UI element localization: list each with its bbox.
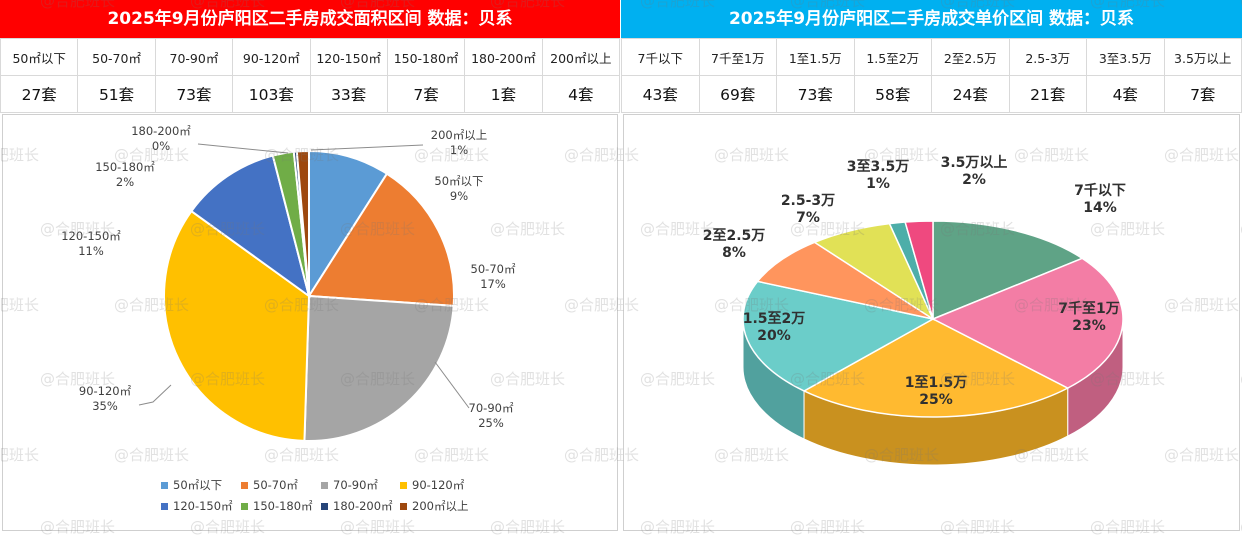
table-value-cell: 27套 <box>0 75 79 113</box>
slice-label: 2至2.5万 8% <box>703 228 766 261</box>
table-header-cell: 200㎡以上 <box>541 38 621 76</box>
legend-label: 70-90㎡ <box>333 478 378 492</box>
slice-label: 50-70㎡ 17% <box>471 262 516 291</box>
table-header-cell: 150-180㎡ <box>386 38 466 76</box>
slice-label: 3至3.5万 1% <box>847 159 910 192</box>
table-header-cell: 3.5万以上 <box>1163 38 1242 76</box>
table-value-cell: 73套 <box>154 75 234 113</box>
legend-swatch <box>241 503 248 510</box>
legend-label: 150-180㎡ <box>253 499 313 513</box>
slice-label: 180-200㎡ 0% <box>131 124 191 153</box>
pie-slice <box>308 149 389 300</box>
slice-label: 2.5-3万 7% <box>781 193 835 226</box>
slice-label: 90-120㎡ 35% <box>79 384 132 413</box>
area-chart-title: 2025年9月份庐阳区二手房成交面积区间 数据：贝系 <box>0 0 620 38</box>
pie-slice-top <box>932 220 1084 321</box>
pie-slice <box>295 149 310 297</box>
legend-swatch <box>400 482 407 489</box>
pie-slice-top <box>802 318 1070 418</box>
slice-label: 3.5万以上 2% <box>941 155 1008 188</box>
table-value-cell: 73套 <box>776 75 855 113</box>
legend-label: 180-200㎡ <box>333 499 393 513</box>
table-value-cell: 33套 <box>309 75 388 113</box>
table-header-cell: 7千至1万 <box>698 38 777 76</box>
price-panel: 2025年9月份庐阳区二手房成交单价区间 数据：贝系 7千以下 7千至1万 1至1.… <box>621 0 1242 533</box>
legend-swatch <box>321 503 328 510</box>
slice-label: 200㎡以上 1% <box>431 128 487 157</box>
table-header-cell: 180-200㎡ <box>464 38 543 76</box>
pie-slice <box>307 172 455 307</box>
legend-swatch <box>241 482 248 489</box>
table-header-cell: 50㎡以下 <box>0 38 79 76</box>
slice-label: 1.5至2万 20% <box>743 311 806 344</box>
table-header-cell: 3至3.5万 <box>1086 38 1165 76</box>
slice-label: 70-90㎡ 25% <box>469 401 514 430</box>
legend-label: 50-70㎡ <box>253 478 298 492</box>
table-value-cell: 51套 <box>77 75 156 113</box>
leader-line <box>138 384 172 406</box>
table-value-cell: 1套 <box>464 75 543 113</box>
legend-swatch <box>321 482 328 489</box>
table-header-cell: 2至2.5万 <box>931 38 1010 76</box>
table-header-cell: 7千以下 <box>621 38 700 76</box>
price-pie-chart: 7千以下 14% 7千至1万 23% 1至1.5万 25% 1.5至2万 20% 2至2.5万 8… <box>623 114 1240 531</box>
table-value-cell: 21套 <box>1008 75 1087 113</box>
leader-line <box>310 144 424 151</box>
pie-slice-top <box>931 257 1124 389</box>
area-pie-chart: 50㎡以下 9% 50-70㎡ 17% 70-90㎡ 25% 90-120㎡ 35% 120-1… <box>2 114 618 531</box>
table-header-cell: 120-150㎡ <box>309 38 388 76</box>
slice-label: 7千以下 14% <box>1074 182 1126 216</box>
table-value-cell: 4套 <box>541 75 621 113</box>
table-header-cell: 90-120㎡ <box>232 38 311 76</box>
pie-slice-top <box>756 241 934 320</box>
pie-slice-top <box>742 280 936 392</box>
table-value-cell: 43套 <box>621 75 700 113</box>
table-value-cell: 7套 <box>1163 75 1242 113</box>
legend-label: 120-150㎡ <box>173 499 233 513</box>
price-stats-table: 7千以下 7千至1万 1至1.5万 1.5至2万 2至2.5万 2.5-3万 3至3.5万 3… <box>621 38 1242 113</box>
table-header-cell: 1至1.5万 <box>776 38 855 76</box>
legend-label: 200㎡以上 <box>412 499 468 513</box>
table-header-cell: 70-90㎡ <box>154 38 234 76</box>
leader-line <box>434 361 470 409</box>
legend-label: 90-120㎡ <box>412 478 465 492</box>
pie-slice-top <box>904 220 934 320</box>
area-panel: 2025年9月份庐阳区二手房成交面积区间 数据：贝系 50㎡以下 50-70㎡ 70… <box>0 0 621 533</box>
legend-swatch <box>161 503 168 510</box>
slice-label: 50㎡以下 9% <box>434 174 483 203</box>
slice-label: 120-150㎡ 11% <box>61 229 121 258</box>
pie-slice <box>190 154 311 299</box>
table-header-cell: 2.5-3万 <box>1008 38 1087 76</box>
table-value-cell: 69套 <box>698 75 777 113</box>
table-value-cell: 7套 <box>386 75 466 113</box>
table-header-cell: 50-70㎡ <box>77 38 156 76</box>
table-value-cell: 4套 <box>1086 75 1165 113</box>
slice-label: 150-180㎡ 2% <box>95 160 155 189</box>
table-header-cell: 1.5至2万 <box>853 38 932 76</box>
slice-label: 7千至1万 23% <box>1058 300 1119 334</box>
table-value-cell: 24套 <box>931 75 1010 113</box>
legend-swatch <box>161 482 168 489</box>
area-pie-svg: 50㎡以下 9% 50-70㎡ 17% 70-90㎡ 25% 90-120㎡ 35% 120-1… <box>61 124 516 513</box>
slice-label: 1至1.5万 25% <box>905 375 968 408</box>
legend-label: 50㎡以下 <box>173 478 222 492</box>
leader-line <box>197 143 289 154</box>
pie-slice <box>303 294 455 442</box>
legend-swatch <box>400 503 407 510</box>
area-stats-table: 50㎡以下 50-70㎡ 70-90㎡ 90-120㎡ 120-150㎡ 150-180㎡… <box>0 38 621 113</box>
pie-slice <box>163 209 311 442</box>
price-chart-title: 2025年9月份庐阳区二手房成交单价区间 数据：贝系 <box>621 0 1242 38</box>
table-value-cell: 58套 <box>853 75 932 113</box>
table-value-cell: 103套 <box>232 75 311 113</box>
price-pie-svg: 7千以下 14% 7千至1万 23% 1至1.5万 25% 1.5至2万 20% 2至2.5万 8… <box>703 155 1126 466</box>
